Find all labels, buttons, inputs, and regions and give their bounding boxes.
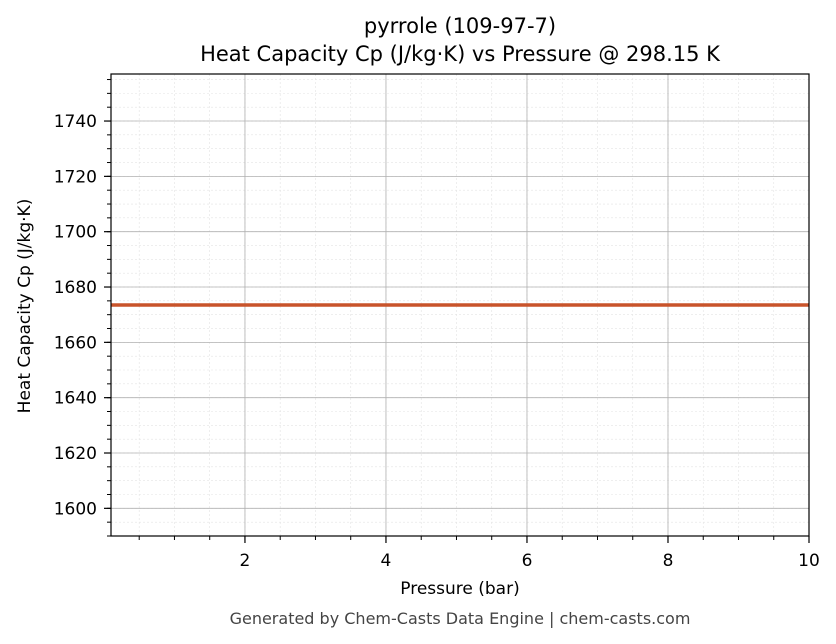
y-tick-label: 1660: [54, 333, 97, 353]
y-tick-label: 1620: [54, 444, 97, 464]
y-tick-label: 1720: [54, 167, 97, 187]
plot-frame: [110, 73, 810, 537]
x-axis-label: Pressure (bar): [400, 579, 519, 599]
y-axis-ticks: 1600 1620 1640 1660 1680 1700 1720 1740: [54, 79, 111, 537]
y-tick-label: 1640: [54, 389, 97, 409]
major-grid: [111, 74, 810, 536]
x-tick-label: 2: [240, 551, 251, 571]
y-tick-label: 1700: [54, 223, 97, 243]
chart-title: pyrrole (109-97-7): [364, 14, 556, 38]
x-tick-label: 10: [798, 551, 820, 571]
x-axis-ticks: 2 4 6 8 10: [138, 536, 820, 571]
y-tick-label: 1740: [54, 112, 97, 132]
chart-subtitle: Heat Capacity Cp (J/kg·K) vs Pressure @ …: [200, 42, 721, 66]
y-axis-label: Heat Capacity Cp (J/kg·K): [15, 199, 35, 414]
x-tick-label: 6: [522, 551, 533, 571]
x-tick-label: 8: [663, 551, 674, 571]
y-tick-label: 1600: [54, 499, 97, 519]
x-tick-label: 4: [381, 551, 392, 571]
footer-credit: Generated by Chem-Casts Data Engine | ch…: [230, 609, 691, 628]
y-tick-label: 1680: [54, 278, 97, 298]
